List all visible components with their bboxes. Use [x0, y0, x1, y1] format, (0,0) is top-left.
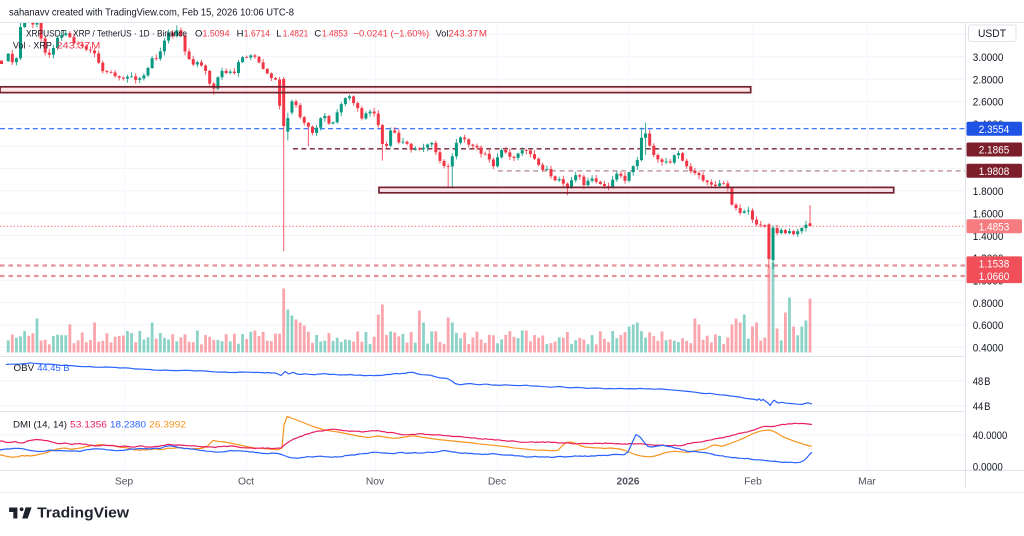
svg-text:O: O [195, 28, 202, 39]
svg-text:TradingView: TradingView [37, 506, 130, 522]
svg-text:Sep: Sep [115, 477, 134, 488]
svg-text:1.0660: 1.0660 [979, 271, 1010, 283]
svg-text:2.8000: 2.8000 [973, 74, 1004, 86]
svg-text:1.6714: 1.6714 [244, 28, 270, 39]
svg-text:0.4000: 0.4000 [973, 343, 1004, 355]
svg-text:2026: 2026 [617, 477, 640, 488]
svg-text:L: L [276, 28, 281, 39]
svg-text:XRPUSDT · XRP / TetherUS · 1D: XRPUSDT · XRP / TetherUS · 1D · Binance [26, 28, 187, 39]
svg-text:Vol · XRP: Vol · XRP [13, 40, 52, 51]
svg-text:44.45 B: 44.45 B [37, 363, 69, 374]
svg-text:H: H [237, 28, 244, 39]
svg-text:3.0000: 3.0000 [973, 52, 1004, 64]
svg-text:18.2380: 18.2380 [110, 419, 146, 430]
svg-text:2.3554: 2.3554 [979, 124, 1010, 136]
svg-text:1.4853: 1.4853 [322, 28, 348, 39]
svg-text:Feb: Feb [744, 477, 762, 488]
svg-text:1.9808: 1.9808 [979, 166, 1010, 178]
svg-text:Dec: Dec [488, 477, 506, 488]
svg-text:40.0000: 40.0000 [973, 430, 1008, 442]
svg-text:−0.0241 (−1.60%): −0.0241 (−1.60%) [354, 28, 430, 39]
svg-text:OBV: OBV [14, 363, 35, 374]
svg-text:USDT: USDT [978, 28, 1006, 40]
svg-text:53.1356: 53.1356 [70, 419, 107, 430]
svg-text:0.0000: 0.0000 [973, 461, 1003, 473]
svg-text:sahanavv created with TradingV: sahanavv created with TradingView.com, F… [9, 8, 294, 19]
svg-text:2.6000: 2.6000 [973, 97, 1004, 109]
svg-text:DMI (14, 14): DMI (14, 14) [13, 419, 67, 430]
svg-text:1.8000: 1.8000 [973, 186, 1004, 198]
svg-text:243.37 M: 243.37 M [448, 28, 487, 39]
svg-text:2.1865: 2.1865 [979, 145, 1010, 157]
svg-text:243.37 M: 243.37 M [56, 40, 100, 51]
svg-text:C: C [314, 28, 321, 39]
svg-text:1.4853: 1.4853 [979, 221, 1010, 233]
svg-text:Nov: Nov [366, 477, 385, 488]
svg-text:1.4821: 1.4821 [283, 28, 309, 39]
svg-text:1.4000: 1.4000 [973, 231, 1004, 243]
svg-text:Vol: Vol [436, 28, 449, 39]
svg-text:0.6000: 0.6000 [973, 320, 1004, 332]
svg-text:48 B: 48 B [973, 376, 991, 388]
svg-text:1.6000: 1.6000 [973, 208, 1004, 220]
svg-text:26.3992: 26.3992 [149, 419, 186, 430]
svg-text:0.8000: 0.8000 [973, 298, 1004, 310]
svg-text:Mar: Mar [858, 477, 876, 488]
svg-text:1.5094: 1.5094 [203, 28, 230, 39]
svg-text:Oct: Oct [238, 477, 254, 488]
svg-text:1.1538: 1.1538 [979, 259, 1010, 271]
svg-text:44 B: 44 B [973, 401, 991, 413]
